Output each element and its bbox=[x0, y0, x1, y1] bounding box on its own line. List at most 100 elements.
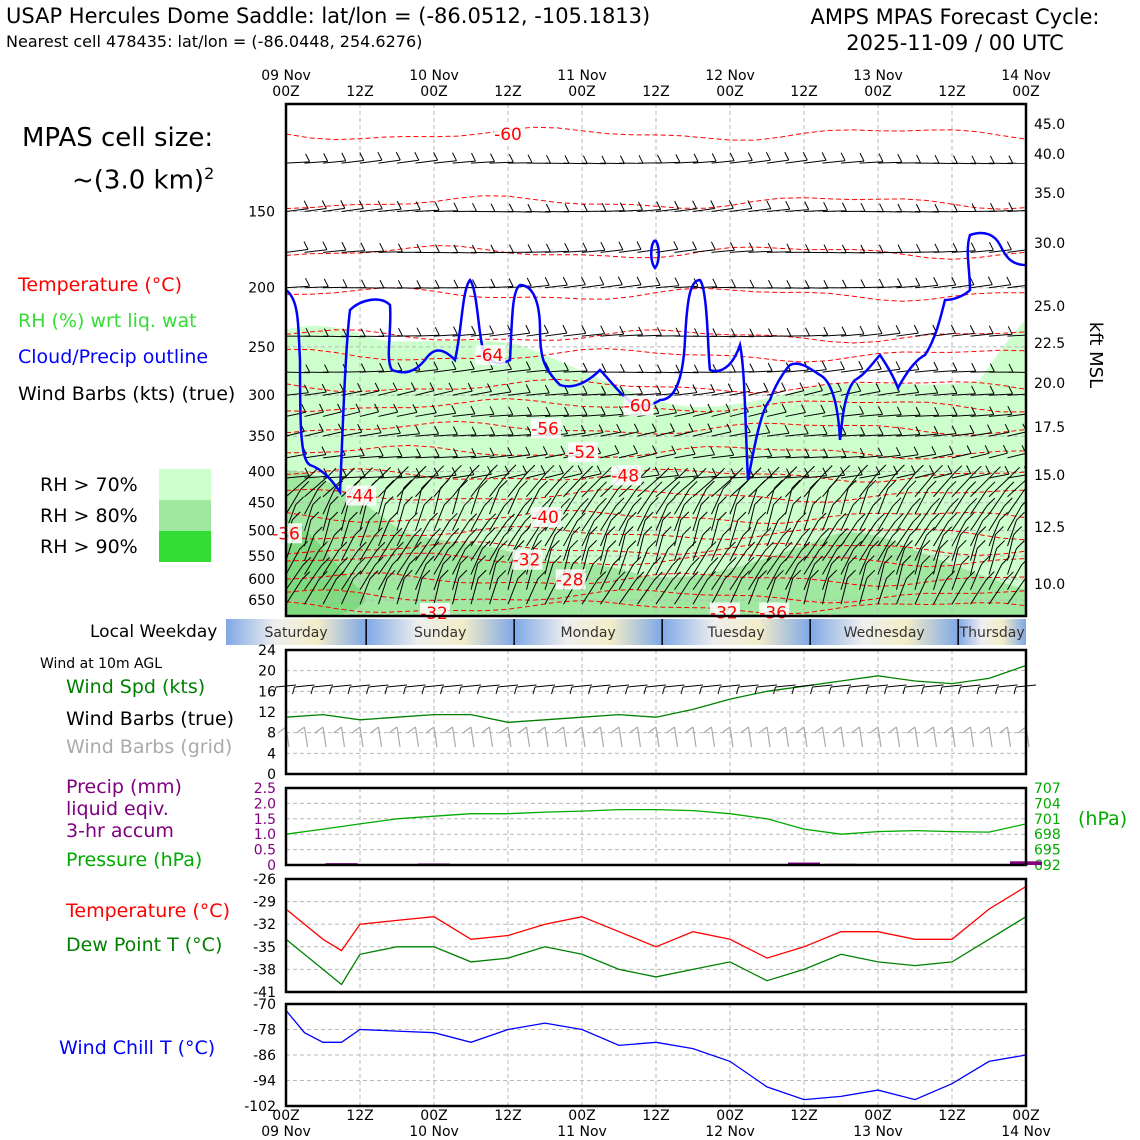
wind-barb-flag bbox=[931, 446, 937, 455]
grid-barb-flag bbox=[962, 726, 971, 734]
wind-barb bbox=[378, 455, 403, 459]
wind-barb-flag bbox=[600, 325, 606, 334]
height-tick-label: 17.5 bbox=[1034, 420, 1065, 436]
wind-barb bbox=[711, 249, 735, 253]
wind-barb-flag bbox=[305, 153, 311, 163]
wind-barb bbox=[1007, 479, 1026, 498]
grid-barb bbox=[840, 726, 845, 748]
wind-barb bbox=[988, 548, 998, 575]
wind-barb bbox=[692, 286, 717, 289]
wind-barb bbox=[489, 563, 497, 590]
wind-barb-flag bbox=[395, 541, 404, 551]
wind-barb-flag bbox=[756, 479, 766, 489]
grid-barb bbox=[858, 726, 864, 748]
surface-barb bbox=[627, 684, 648, 688]
wind-barb bbox=[729, 488, 741, 515]
wind-barb-flag bbox=[953, 155, 958, 164]
wind-barb bbox=[877, 521, 896, 547]
wind-barb-flag bbox=[966, 465, 972, 474]
wind-barb bbox=[840, 160, 865, 164]
wind-barb-flag bbox=[374, 556, 384, 566]
wind-barb-flag bbox=[737, 511, 747, 521]
wind-barb bbox=[766, 411, 787, 417]
wind-barb bbox=[433, 412, 456, 417]
grid-barb bbox=[803, 726, 808, 748]
wind-barb-flag bbox=[409, 512, 418, 522]
wind-barb bbox=[840, 413, 864, 417]
legend-rh90-label: RH > 90% bbox=[40, 536, 138, 558]
wind-barb-flag bbox=[969, 424, 975, 434]
wind-barb bbox=[489, 368, 512, 373]
wind-barb bbox=[433, 504, 445, 531]
wind-barb bbox=[840, 455, 865, 459]
wind-barb bbox=[489, 286, 514, 289]
wind-barb-flag bbox=[357, 423, 363, 433]
wind-barb bbox=[359, 208, 383, 212]
wind-barb-flag bbox=[692, 200, 698, 209]
wind-barb-flag bbox=[972, 465, 982, 475]
top-hour-label: 00Z bbox=[1012, 84, 1039, 100]
wind-barb bbox=[1025, 372, 1026, 373]
precip-label-2: liquid eqiv. bbox=[66, 798, 169, 820]
wind-barb-flag bbox=[797, 556, 807, 565]
wind-barb bbox=[563, 534, 573, 561]
wind-barb-flag bbox=[636, 241, 642, 250]
temperature-contour-label: -60 bbox=[494, 125, 522, 145]
wind-barb bbox=[341, 578, 354, 605]
wind-barb bbox=[304, 534, 315, 561]
wind-barb-flag bbox=[786, 448, 791, 457]
wind-barb bbox=[859, 333, 883, 337]
wind-barb-flag bbox=[969, 325, 975, 334]
panel-tick-label: 1.5 bbox=[254, 812, 276, 828]
temperature-contour-label: -60 bbox=[624, 397, 652, 417]
wind-barb-flag bbox=[930, 513, 940, 522]
top-day-label: 10 Nov bbox=[409, 68, 459, 84]
wind-barb-flag bbox=[841, 464, 851, 474]
wind-barb-flag bbox=[487, 513, 497, 523]
wind-barb-flag bbox=[321, 383, 327, 393]
wind-barb-flag bbox=[396, 200, 402, 210]
legend-barbs: Wind Barbs (kts) (true) bbox=[18, 383, 236, 405]
wind-barb bbox=[933, 548, 941, 575]
cloud-outline-small bbox=[650, 239, 660, 270]
wind-barb-flag bbox=[471, 447, 477, 457]
wind-barb-flag bbox=[303, 384, 309, 393]
wind-barb-flag bbox=[509, 244, 514, 253]
wind-barb bbox=[378, 208, 402, 212]
wind-barb-flag bbox=[346, 467, 355, 477]
wind-barb bbox=[304, 454, 326, 459]
wind-barb-flag bbox=[652, 556, 662, 566]
surface-barb bbox=[368, 684, 389, 688]
wind-barb-flag bbox=[747, 200, 753, 209]
wind-barb-flag bbox=[489, 406, 495, 415]
wind-barb-flag bbox=[588, 526, 598, 535]
wind-barb bbox=[951, 579, 968, 605]
wind-barb bbox=[840, 333, 865, 337]
wind-barb bbox=[803, 412, 825, 417]
wind-barb bbox=[748, 370, 773, 373]
grid-barb bbox=[433, 726, 438, 748]
wind-barb bbox=[674, 565, 692, 591]
wind-barb-flag bbox=[641, 467, 651, 476]
grid-barb bbox=[877, 726, 882, 748]
grid-barb bbox=[525, 726, 531, 748]
grid-barb bbox=[470, 726, 475, 748]
wind-barb bbox=[378, 504, 386, 531]
wind-barb-flag bbox=[792, 569, 802, 579]
wind-barb-flag bbox=[679, 467, 688, 477]
temperature-contour bbox=[286, 572, 1026, 587]
grid-barb-flag bbox=[388, 726, 398, 734]
wind-barb-flag bbox=[985, 571, 995, 580]
surface-barb-flag bbox=[329, 686, 332, 695]
wind-barb bbox=[933, 250, 958, 253]
wind-barb-flag bbox=[951, 276, 957, 286]
lower-panels: 0481216202400.51.01.52.02.56926956987017… bbox=[244, 643, 1061, 1140]
wind-barb-flag bbox=[948, 445, 954, 455]
wind-barb bbox=[600, 548, 609, 575]
wind-barb-flag bbox=[533, 540, 542, 549]
wind-barb bbox=[988, 505, 1005, 531]
wind-barb bbox=[304, 286, 329, 289]
wind-barb-flag bbox=[770, 466, 780, 476]
wind-barb bbox=[840, 563, 850, 590]
